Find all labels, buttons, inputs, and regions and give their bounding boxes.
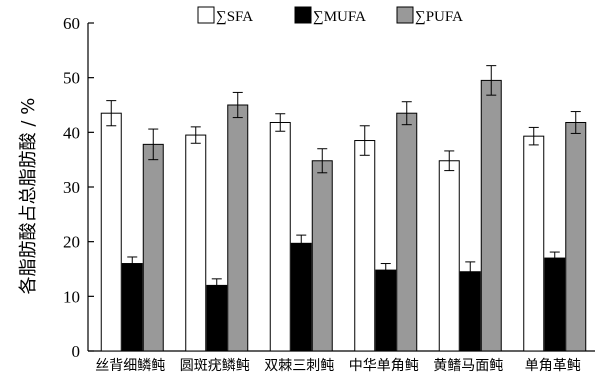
category-label: 丝背细鳞鲀 bbox=[95, 358, 165, 374]
legend-swatch bbox=[294, 6, 312, 24]
bar-sum-mufa bbox=[290, 242, 312, 352]
legend-swatch bbox=[396, 6, 414, 24]
y-tick-label: 50 bbox=[63, 69, 80, 88]
y-tick-label: 10 bbox=[63, 287, 80, 306]
category-label: 中华单角鲀 bbox=[349, 358, 419, 374]
y-axis-ticks: 0 10 20 30 40 50 60 bbox=[63, 14, 94, 361]
bar-sum-pufa bbox=[142, 143, 164, 352]
category-label: 黄鳍马面鲀 bbox=[433, 357, 503, 374]
bar-sum-mufa bbox=[459, 271, 481, 352]
error-bars bbox=[106, 65, 581, 293]
bar-sum-sfa bbox=[269, 121, 291, 352]
bar-sum-sfa bbox=[100, 112, 122, 352]
bar-sum-pufa bbox=[480, 79, 502, 352]
bar-sum-pufa bbox=[396, 112, 418, 352]
category-labels: 丝背细鳞鲀 圆斑疣鳞鲀 双棘三刺鲀 中华单角鲀 黄鳍马面鲀 单角革鲀 bbox=[95, 357, 581, 374]
legend-swatch bbox=[197, 6, 215, 24]
bar-sum-pufa bbox=[227, 104, 249, 352]
bar-sum-mufa bbox=[206, 284, 228, 352]
bar-sum-sfa bbox=[523, 135, 545, 352]
y-tick-label: 20 bbox=[63, 233, 80, 252]
category-label: 双棘三刺鲀 bbox=[264, 358, 334, 374]
legend-label: ∑PUFA bbox=[415, 9, 463, 25]
bar-sum-mufa bbox=[121, 263, 143, 352]
bars bbox=[100, 79, 587, 352]
axes bbox=[87, 23, 595, 352]
bar-sum-sfa bbox=[438, 160, 460, 352]
legend-label: ∑MUFA bbox=[313, 9, 366, 25]
category-label: 圆斑疣鳞鲀 bbox=[180, 358, 250, 374]
bar-sum-sfa bbox=[185, 134, 207, 352]
legend: ∑SFA ∑MUFA ∑PUFA bbox=[197, 6, 463, 25]
bar-sum-sfa bbox=[354, 140, 376, 352]
category-label: 单角革鲀 bbox=[525, 358, 581, 374]
bar-sum-pufa bbox=[565, 121, 587, 352]
y-axis-label: 各脂肪酸占总脂肪酸 / % bbox=[18, 98, 39, 295]
legend-label: ∑SFA bbox=[216, 9, 253, 25]
y-tick-label: 30 bbox=[63, 178, 80, 197]
bar-sum-mufa bbox=[375, 269, 397, 352]
y-tick-label: 60 bbox=[63, 14, 80, 33]
y-tick-label: 0 bbox=[72, 342, 81, 361]
y-tick-label: 40 bbox=[63, 123, 80, 142]
bar-sum-mufa bbox=[544, 257, 566, 352]
bar-sum-pufa bbox=[311, 160, 333, 352]
